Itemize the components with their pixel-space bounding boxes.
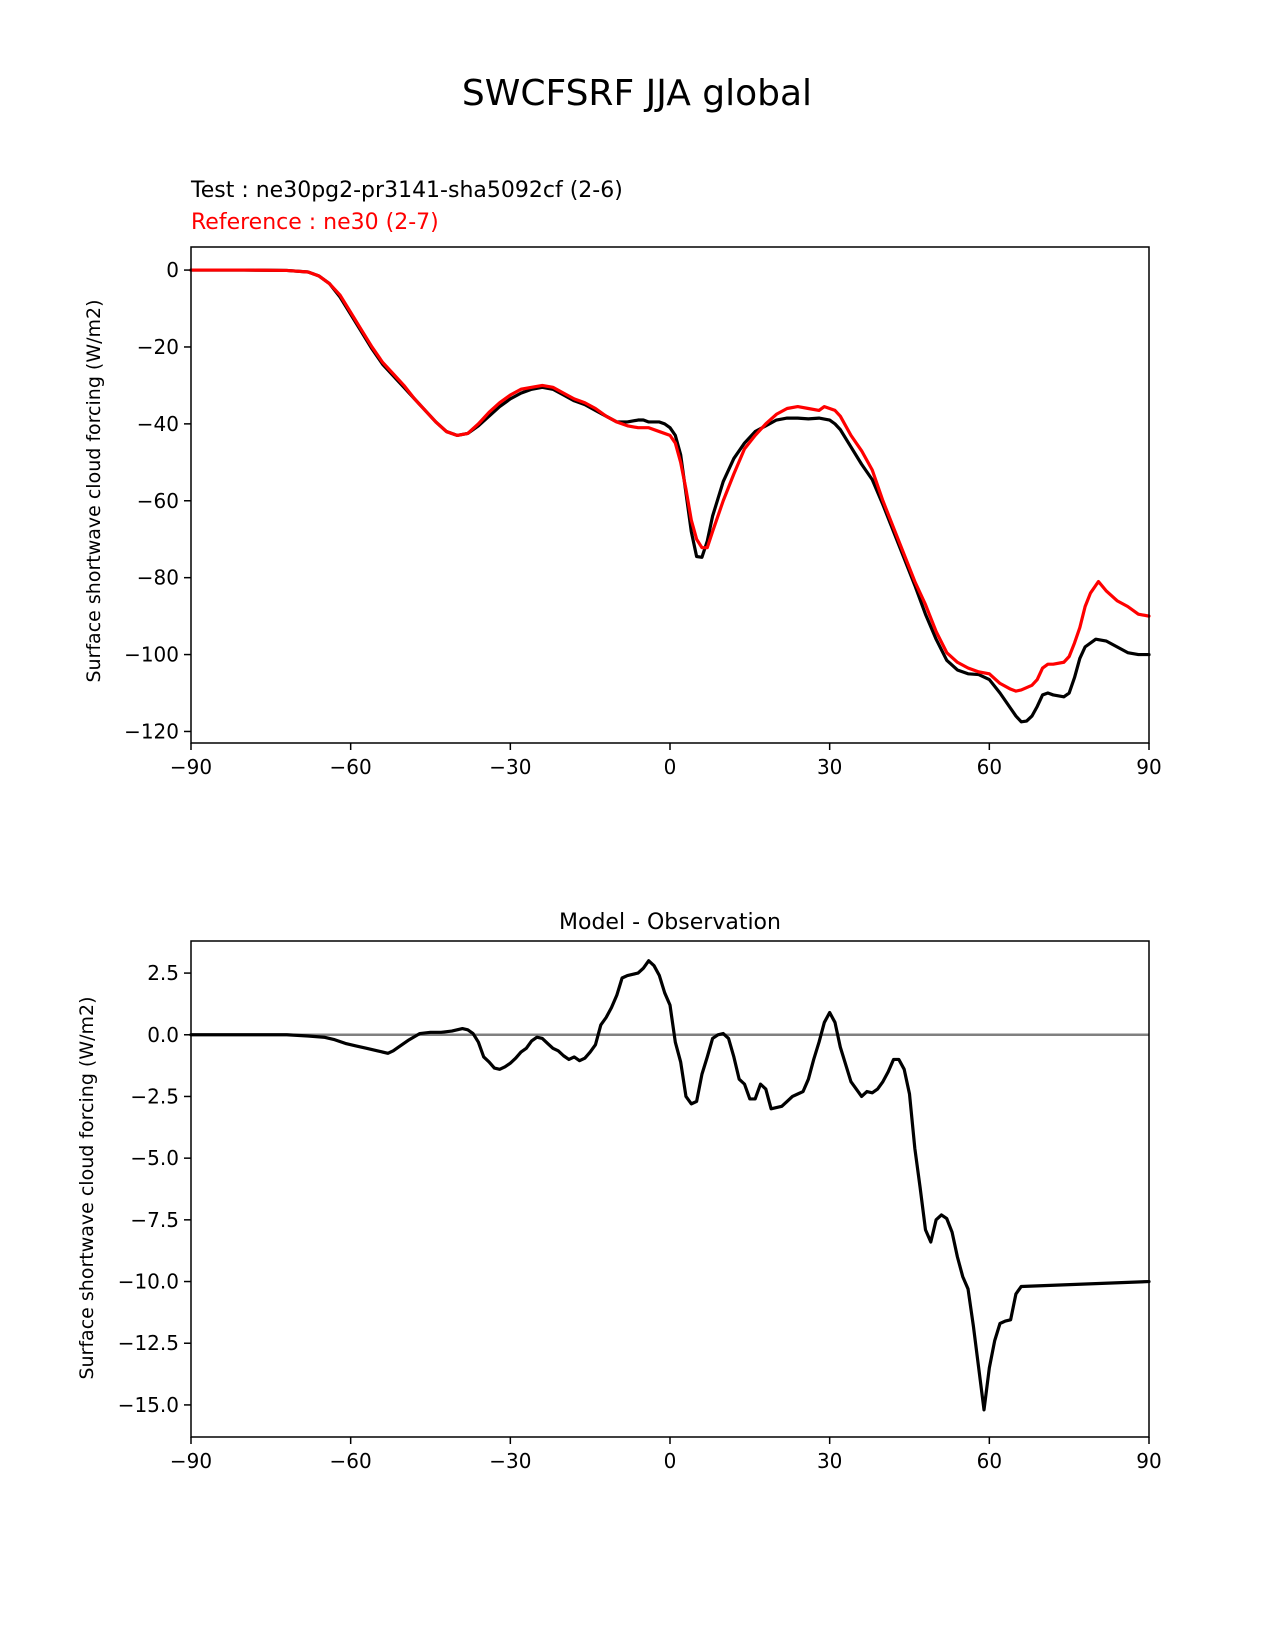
bottom-panel: Model - Observation Surface shortwave cl…	[76, 910, 1162, 1473]
top-xtick-label: −90	[170, 755, 212, 779]
bottom-ytick-label: −2.5	[130, 1084, 179, 1108]
bottom-xtick-label: −90	[170, 1449, 212, 1473]
reference-label: Reference : ne30 (2-7)	[191, 210, 439, 235]
top-xtick-label: 0	[664, 755, 677, 779]
top-xtick-label: −60	[330, 755, 372, 779]
top-series-group	[189, 268, 1151, 724]
bottom-ytick-label: −12.5	[118, 1331, 179, 1355]
bottom-difference-line	[189, 959, 1151, 1412]
bottom-ytick-label: 0.0	[147, 1023, 179, 1047]
bottom-series-group	[189, 959, 1151, 1412]
test-label: Test : ne30pg2-pr3141-sha5092cf (2-6)	[190, 178, 623, 203]
bottom-title: Model - Observation	[559, 910, 781, 935]
top-ytick-label: −100	[124, 643, 179, 667]
top-ytick-label: −60	[137, 489, 179, 513]
bottom-ytick-label: −5.0	[130, 1146, 179, 1170]
top-xtick-label: −30	[489, 755, 531, 779]
top-ytick-label: −80	[137, 566, 179, 590]
bottom-xtick-label: 0	[664, 1449, 677, 1473]
bottom-ylabel: Surface shortwave cloud forcing (W/m2)	[76, 996, 98, 1379]
bottom-xtick-label: 60	[977, 1449, 1002, 1473]
bottom-xtick-label: −30	[489, 1449, 531, 1473]
bottom-xtick-label: −60	[330, 1449, 372, 1473]
figure-title: SWCFSRF JJA global	[462, 73, 812, 114]
top-ylabel: Surface shortwave cloud forcing (W/m2)	[83, 299, 105, 682]
top-xtick-label: 60	[977, 755, 1002, 779]
top-ytick-label: −40	[137, 412, 179, 436]
top-ytick-label: 0	[166, 258, 179, 282]
top-ticks-group: −90 −60 −30 0 30 60 90 0 −20 −40 −60 −80 −100 −120	[124, 258, 1162, 779]
bottom-xtick-label: 90	[1136, 1449, 1161, 1473]
bottom-ytick-label: −7.5	[130, 1208, 179, 1232]
top-panel: Test : ne30pg2-pr3141-sha5092cf (2-6) Re…	[83, 178, 1162, 779]
bottom-ytick-label: 2.5	[147, 961, 179, 985]
top-ytick-label: −120	[124, 719, 179, 743]
bottom-ticks-group: −90 −60 −30 0 30 60 90 2.5 0.0 −2.5 −5.0 −7.5 −10.0 −…	[118, 961, 1162, 1473]
bottom-ytick-label: −10.0	[118, 1270, 179, 1294]
top-reference-line	[189, 268, 1151, 693]
top-axes-frame	[190, 246, 1150, 744]
bottom-axes-frame	[190, 940, 1150, 1438]
top-xtick-label: 30	[817, 755, 842, 779]
bottom-xtick-label: 30	[817, 1449, 842, 1473]
top-xtick-label: 90	[1136, 755, 1161, 779]
bottom-ytick-label: −15.0	[118, 1393, 179, 1417]
top-ytick-label: −20	[137, 335, 179, 359]
